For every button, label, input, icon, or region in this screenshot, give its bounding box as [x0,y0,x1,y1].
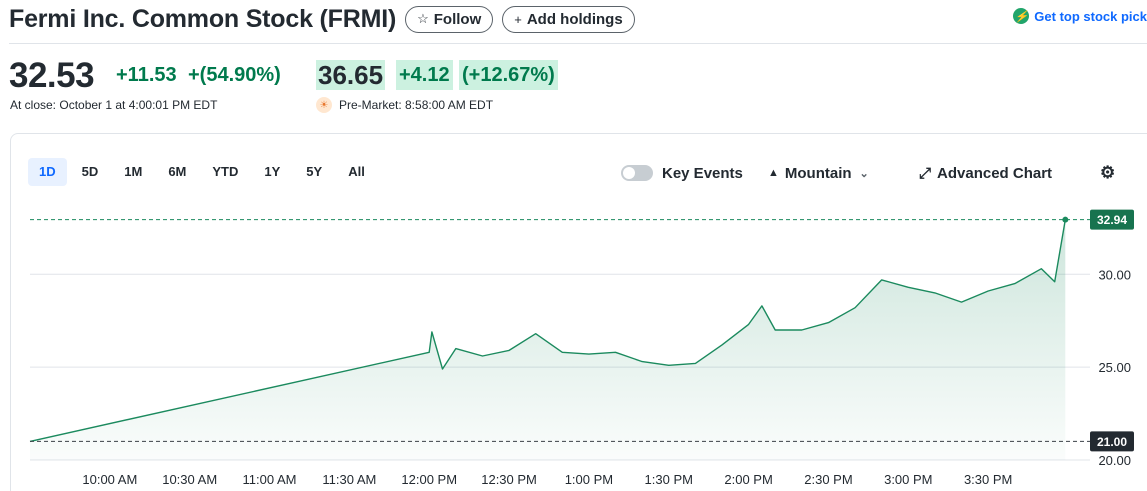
x-tick-label: 10:00 AM [82,472,137,487]
add-holdings-button[interactable]: + Add holdings [502,5,635,33]
x-tick-label: 11:00 AM [243,472,297,487]
top-stock-pick-link[interactable]: ⚡ Get top stock pick [1013,8,1147,24]
add-holdings-label: Add holdings [526,10,623,28]
price-area [30,219,1066,460]
x-tick-label: 12:00 PM [401,472,457,487]
range-tab-1m[interactable]: 1M [124,164,143,179]
last-price-dot [1062,216,1069,223]
x-tick-label: 1:30 PM [645,472,693,487]
chart-card [10,133,1147,491]
toggle-knob [623,167,635,179]
gear-icon: ⚙ [1100,163,1116,182]
range-tab-all[interactable]: All [348,164,365,179]
lightning-icon: ⚡ [1013,8,1030,24]
x-tick-label: 11:30 AM [322,472,376,487]
advanced-chart-button[interactable]: ⤢ Advanced Chart [919,160,1052,186]
title-row: Fermi Inc. Common Stock (FRMI) ☆ Follow +… [9,2,635,36]
premarket-timestamp: Pre-Market: 8:58:00 AM EDT [339,98,494,112]
range-tabs: 1D 5D 1M 6M YTD 1Y 5Y All [28,158,380,186]
chart-type-label: Mountain [784,164,852,182]
plus-icon: + [514,11,522,27]
range-tab-5y[interactable]: 5Y [306,164,323,179]
range-tab-5d[interactable]: 5D [81,164,99,179]
y-tick-label: 30.00 [1098,267,1131,282]
current-price-badge [1090,209,1134,230]
advanced-chart-label: Advanced Chart [937,164,1053,182]
key-events-label: Key Events [662,164,743,182]
x-tick-label: 12:30 PM [481,472,537,487]
range-tab-1y[interactable]: 1Y [264,164,281,179]
premarket-change-pct: (+12.67%) [459,60,558,90]
x-tick-label: 3:00 PM [884,472,932,487]
chart-type-select[interactable]: ▲ Mountain ⌄ [768,160,869,186]
close-change: +11.53 [116,64,177,86]
premarket-change: +4.12 [396,60,453,90]
x-tick-label: 3:30 PM [964,472,1012,487]
x-tick-label: 2:00 PM [724,472,772,487]
close-price: 32.53 [9,56,95,95]
range-tab-ytd[interactable]: YTD [212,164,239,179]
y-tick-label: 20.00 [1098,453,1131,468]
follow-label: Follow [433,10,482,28]
x-tick-label: 1:00 PM [565,472,613,487]
sunrise-icon: ☀ [316,97,332,113]
header-divider [9,43,1147,44]
chart-settings-button[interactable]: ⚙ [1100,160,1115,186]
range-tab-1d[interactable]: 1D [28,158,67,186]
expand-icon: ⤢ [919,164,932,182]
range-tab-6m[interactable]: 6M [168,164,187,179]
current-price-label: 32.94 [1097,213,1127,227]
chevron-down-icon: ⌄ [859,167,869,180]
star-icon: ☆ [417,11,429,26]
premarket-price: 36.65 [316,60,386,90]
key-events-toggle-row[interactable]: Key Events [621,160,743,186]
close-change-pct: +(54.90%) [188,64,281,86]
prev-close-badge [1090,431,1134,452]
page-title: Fermi Inc. Common Stock (FRMI) [9,4,397,33]
prev-close-label: 21.00 [1097,435,1127,449]
y-tick-label: 25.00 [1098,360,1131,375]
key-events-toggle[interactable] [621,165,653,181]
follow-button[interactable]: ☆ Follow [405,5,494,33]
x-tick-label: 10:30 AM [162,472,217,487]
mountain-icon: ▲ [768,167,779,179]
top-stock-pick-label: Get top stock pick [1034,8,1147,24]
premarket-timestamp-row: ☀ Pre-Market: 8:58:00 AM EDT [316,97,493,113]
x-tick-label: 2:30 PM [804,472,852,487]
close-timestamp: At close: October 1 at 4:00:01 PM EDT [10,98,218,112]
price-line [29,219,1066,443]
